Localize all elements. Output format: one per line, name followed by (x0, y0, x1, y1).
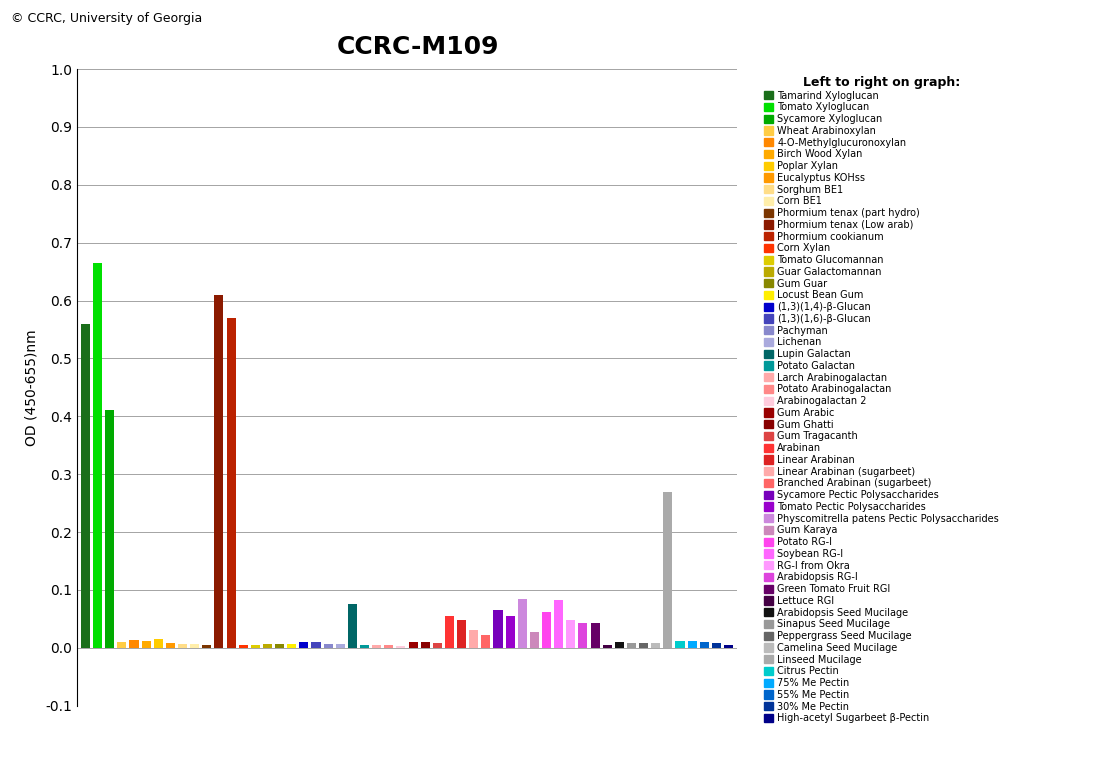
Bar (299, 642, 308, 648)
Bar (675, 640, 684, 648)
Bar (275, 644, 284, 648)
Bar (554, 601, 563, 648)
Bar (396, 646, 406, 648)
Bar (154, 639, 163, 648)
Bar (311, 642, 320, 648)
Bar (518, 598, 527, 648)
Bar (444, 616, 454, 648)
Bar (579, 624, 587, 648)
Bar (336, 644, 344, 648)
Bar (639, 643, 648, 648)
Bar (420, 642, 430, 648)
Bar (360, 645, 370, 648)
Text: © CCRC, University of Georgia: © CCRC, University of Georgia (11, 12, 202, 25)
Bar (470, 630, 478, 648)
Bar (251, 645, 260, 648)
Bar (384, 645, 394, 648)
Bar (323, 644, 332, 648)
Bar (287, 644, 296, 648)
Bar (712, 644, 720, 648)
Bar (178, 644, 187, 648)
Bar (456, 620, 466, 648)
Bar (530, 631, 539, 648)
Bar (118, 642, 127, 648)
Bar (142, 640, 151, 648)
Bar (214, 295, 223, 648)
Bar (348, 604, 358, 648)
Bar (94, 263, 102, 648)
Bar (227, 318, 235, 648)
Bar (688, 640, 696, 648)
Bar (263, 644, 272, 648)
Bar (603, 645, 612, 648)
Bar (615, 642, 624, 648)
Bar (482, 635, 491, 648)
Bar (106, 410, 114, 648)
Bar (190, 644, 199, 648)
Bar (130, 640, 139, 648)
Y-axis label: OD (450-655)nm: OD (450-655)nm (24, 329, 38, 446)
Bar (651, 644, 660, 648)
Legend: Tamarind Xyloglucan, Tomato Xyloglucan, Sycamore Xyloglucan, Wheat Arabinoxylan,: Tamarind Xyloglucan, Tomato Xyloglucan, … (761, 74, 1001, 726)
Bar (166, 644, 175, 648)
Bar (627, 643, 636, 648)
Bar (724, 645, 733, 648)
Bar (432, 644, 442, 648)
Bar (81, 324, 90, 648)
Bar (700, 642, 708, 648)
Bar (202, 645, 211, 648)
Bar (566, 620, 575, 648)
Bar (591, 624, 600, 648)
Bar (239, 645, 248, 648)
Bar (542, 612, 551, 648)
Bar (408, 642, 418, 648)
Bar (663, 492, 672, 648)
Bar (372, 645, 382, 648)
Bar (494, 611, 503, 648)
Text: CCRC-M109: CCRC-M109 (337, 35, 499, 58)
Bar (506, 616, 515, 648)
